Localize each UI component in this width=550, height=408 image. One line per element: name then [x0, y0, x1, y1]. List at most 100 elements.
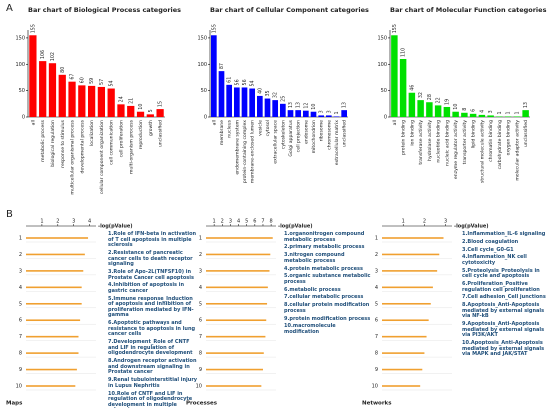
- bar: [87, 85, 96, 117]
- bar: [127, 105, 135, 117]
- bar: [256, 95, 263, 117]
- bar: [295, 110, 302, 117]
- y-tick-label: 100: [197, 62, 207, 68]
- item-label: 8.Androgen receptor activation and downs…: [108, 358, 197, 376]
- item-label: 4.Inhibition of apoptosis in gastric can…: [108, 282, 185, 294]
- row-label: 2: [375, 252, 378, 258]
- x-tick-label: nucleus: [227, 119, 233, 137]
- x-tick-label: unclassified: [158, 120, 164, 147]
- x-tick-label: unclassified: [342, 120, 348, 147]
- item-label: 4.protein metabolic process: [284, 265, 363, 272]
- row-label: 4: [199, 285, 202, 291]
- row-label: 4: [19, 285, 22, 291]
- x-axis-label: -log(pValue): [454, 224, 489, 230]
- x-tick-label: all: [392, 120, 398, 125]
- bar: [26, 335, 79, 338]
- item-label: 5.Proteolysis_Proteolysis in cell cycle …: [462, 267, 540, 280]
- bar: [206, 302, 268, 305]
- x-tick-label: hydrolase activity: [427, 120, 433, 161]
- bar: [522, 110, 529, 117]
- value-label: 1: [497, 111, 503, 114]
- bar: [496, 116, 503, 117]
- value-label: 57: [99, 79, 105, 85]
- bar: [302, 110, 309, 117]
- footer: Maps: [6, 401, 23, 407]
- bar: [26, 352, 79, 354]
- item-label: 6.Apoptotic pathways and resistance to a…: [108, 320, 196, 338]
- bar: [233, 87, 240, 117]
- row-label: 1: [375, 236, 378, 242]
- row-label: 2: [19, 252, 22, 258]
- value-label: 54: [109, 80, 115, 86]
- bar: [382, 335, 427, 338]
- item-label: 10.macromolecule modification: [284, 323, 336, 335]
- x-tick-label: extracellular space: [273, 120, 279, 164]
- item-label: 8.Apoptosis_Anti-Apoptosis mediated by e…: [462, 302, 545, 320]
- y-tick-label: 100: [15, 62, 25, 68]
- value-label: 3: [488, 110, 494, 113]
- x-tick-label: nucleic acid binding: [444, 120, 450, 166]
- row-label: 6: [199, 318, 202, 324]
- x-tick-label: 4: [237, 219, 240, 225]
- row-label: 6: [375, 318, 378, 324]
- item-label: 10.Apoptosis_Anti-Apoptosis mediated by …: [462, 340, 545, 358]
- x-tick-label: cytosol: [265, 120, 271, 136]
- value-label: 10: [138, 104, 144, 110]
- row-label: 5: [375, 301, 378, 307]
- x-tick-label: carbohydrate binding: [497, 120, 503, 170]
- row-label: 8: [19, 351, 22, 357]
- item-label: 4.Inflammation_NK cell cytotoxicity: [462, 254, 527, 266]
- bar: [206, 368, 263, 371]
- value-label: 87: [219, 63, 225, 69]
- item-label: 3.nitrogen compound metabolic process: [284, 252, 345, 264]
- bar: [26, 385, 76, 387]
- bar: [279, 103, 286, 117]
- x-tick-label: 5: [245, 219, 248, 225]
- value-label: 102: [50, 52, 56, 61]
- bar: [310, 111, 317, 117]
- row-label: 1: [199, 236, 202, 242]
- value-label: 80: [60, 67, 66, 73]
- x-tick-label: protein binding: [401, 120, 407, 155]
- bar: [382, 286, 433, 289]
- bar: [206, 319, 267, 322]
- bar: [469, 113, 477, 117]
- bar: [136, 111, 145, 117]
- value-label: 12: [303, 103, 309, 109]
- value-label: 10: [311, 104, 317, 110]
- chart-title: Bar chart of Biological Process categori…: [28, 6, 181, 14]
- x-tick-label: extracellular matrix: [334, 120, 340, 165]
- row-label: 8: [375, 351, 378, 357]
- value-label: 8: [462, 108, 468, 111]
- x-tick-label: 3: [72, 219, 75, 225]
- x-tick-label: developmental process: [79, 119, 85, 173]
- bar: [26, 253, 85, 256]
- bar: [26, 302, 82, 305]
- row-label: 10: [196, 384, 202, 390]
- value-label: 32: [418, 92, 424, 98]
- x-tick-label: protein-containing complex: [242, 120, 248, 183]
- x-tick-label: 3: [444, 219, 447, 225]
- row-label: 2: [199, 252, 202, 258]
- x-tick-label: reproduction: [138, 120, 144, 149]
- item-label: 7.Cell adhesion_Cell junctions: [462, 294, 546, 301]
- x-tick-label: metabolic process: [40, 119, 46, 161]
- x-tick-label: lipid binding: [471, 120, 477, 148]
- bar: [146, 114, 154, 117]
- bar: [249, 88, 256, 117]
- bar: [206, 286, 268, 289]
- bar: [382, 237, 444, 239]
- bar: [26, 237, 89, 239]
- value-label: 13: [523, 102, 529, 108]
- x-tick-label: unclassified: [523, 120, 529, 147]
- value-label: 6: [471, 109, 477, 112]
- value-label: 25: [280, 96, 286, 102]
- item-label: 7.Development_Role of CNTF and LIF in re…: [108, 339, 193, 357]
- x-tick-label: membrane: [219, 120, 225, 145]
- bar: [26, 319, 81, 322]
- row-label: 3: [199, 268, 202, 274]
- x-tick-label: enzyme regulator activity: [453, 120, 459, 179]
- bar: [264, 98, 271, 117]
- x-tick-label: chromosome: [326, 120, 332, 150]
